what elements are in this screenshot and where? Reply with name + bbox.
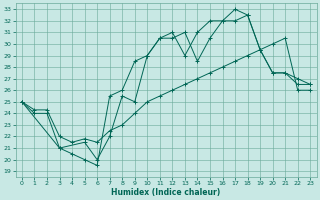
X-axis label: Humidex (Indice chaleur): Humidex (Indice chaleur) [111,188,221,197]
